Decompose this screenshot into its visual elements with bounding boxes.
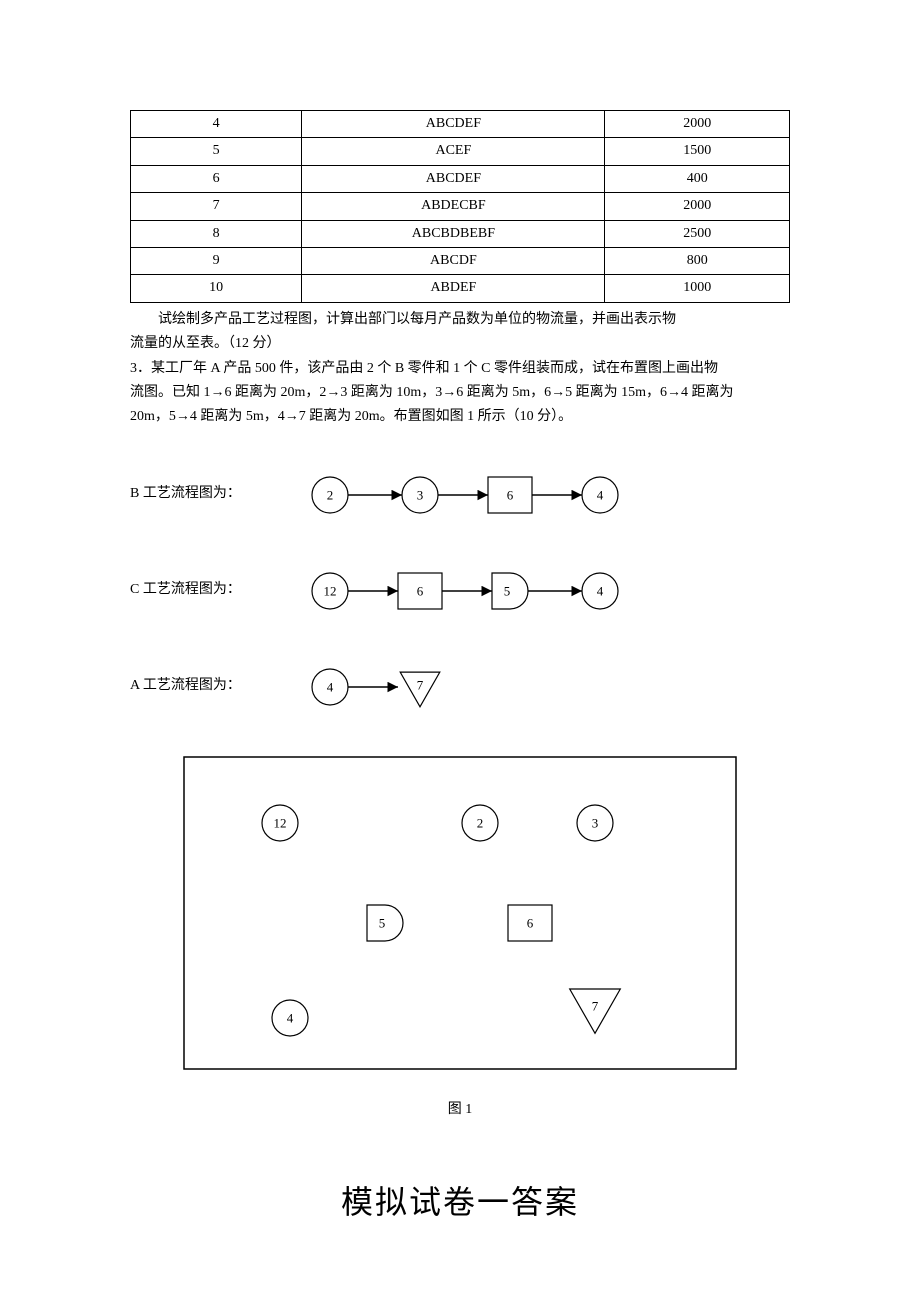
table-cell: ABDEF [302, 275, 605, 302]
table-cell: ABCDEF [302, 165, 605, 192]
table-row: 4ABCDEF2000 [131, 111, 790, 138]
table-cell: 10 [131, 275, 302, 302]
svg-text:4: 4 [597, 583, 604, 598]
table-cell: ABCDEF [302, 111, 605, 138]
svg-text:3: 3 [592, 815, 599, 830]
svg-text:4: 4 [287, 1010, 294, 1025]
table-cell: 800 [605, 247, 790, 274]
svg-text:6: 6 [527, 915, 534, 930]
table-cell: 1000 [605, 275, 790, 302]
para-3: 3．某工厂年 A 产品 500 件，该产品由 2 个 B 零件和 1 个 C 零… [130, 358, 790, 380]
svg-text:3: 3 [417, 487, 424, 502]
flow-c-label: C 工艺流程图为： [130, 579, 270, 601]
svg-text:2: 2 [477, 815, 484, 830]
table-cell: ABDECBF [302, 193, 605, 220]
data-table: 4ABCDEF20005ACEF15006ABCDEF4007ABDECBF20… [130, 110, 790, 303]
table-row: 7ABDECBF2000 [131, 193, 790, 220]
svg-text:4: 4 [327, 679, 334, 694]
svg-text:7: 7 [592, 998, 599, 1013]
table-cell: 9 [131, 247, 302, 274]
table-row: 6ABCDEF400 [131, 165, 790, 192]
flow-b-row: B 工艺流程图为： 2 3 6 4 [130, 465, 790, 525]
svg-text:7: 7 [417, 677, 424, 692]
table-row: 8ABCBDBEBF2500 [131, 220, 790, 247]
svg-text:6: 6 [417, 583, 424, 598]
table-cell: 2000 [605, 111, 790, 138]
table-cell: 6 [131, 165, 302, 192]
table-cell: ABCBDBEBF [302, 220, 605, 247]
table-cell: 8 [131, 220, 302, 247]
table-cell: 2500 [605, 220, 790, 247]
table-row: 9ABCDF800 [131, 247, 790, 274]
flow-c-diagram: 12 6 5 4 [290, 561, 650, 621]
svg-text:12: 12 [274, 815, 287, 830]
layout-figure: 12 2 3 5 6 4 7 [180, 753, 740, 1073]
answer-title: 模拟试卷一答案 [130, 1177, 790, 1228]
layout-figure-wrap: 12 2 3 5 6 4 7 图 1 [130, 753, 790, 1122]
flow-c-row: C 工艺流程图为： 12 6 5 4 [130, 561, 790, 621]
svg-text:12: 12 [324, 583, 337, 598]
table-cell: 5 [131, 138, 302, 165]
flow-b-label: B 工艺流程图为： [130, 483, 270, 505]
flow-a-diagram: 47 [290, 657, 510, 717]
flow-a-label: A 工艺流程图为： [130, 675, 270, 697]
para-4: 流图。已知 1→6 距离为 20m，2→3 距离为 10m，3→6 距离为 5m… [130, 382, 790, 404]
svg-text:4: 4 [597, 487, 604, 502]
table-cell: 4 [131, 111, 302, 138]
figure-caption: 图 1 [130, 1099, 790, 1121]
svg-text:6: 6 [507, 487, 514, 502]
table-row: 5ACEF1500 [131, 138, 790, 165]
para-5: 20m，5→4 距离为 5m，4→7 距离为 20m。布置图如图 1 所示（10… [130, 406, 790, 428]
table-cell: 2000 [605, 193, 790, 220]
flow-b-diagram: 2 3 6 4 [290, 465, 650, 525]
table-cell: 400 [605, 165, 790, 192]
para-2: 流量的从至表。（12 分） [130, 333, 790, 355]
svg-text:5: 5 [379, 915, 386, 930]
para-1: 试绘制多产品工艺过程图，计算出部门以每月产品数为单位的物流量，并画出表示物 [130, 309, 790, 331]
table-cell: 7 [131, 193, 302, 220]
svg-text:2: 2 [327, 487, 334, 502]
table-row: 10ABDEF1000 [131, 275, 790, 302]
table-cell: 1500 [605, 138, 790, 165]
flow-a-row: A 工艺流程图为： 47 [130, 657, 790, 717]
page: 4ABCDEF20005ACEF15006ABCDEF4007ABDECBF20… [0, 0, 920, 1289]
svg-text:5: 5 [504, 583, 511, 598]
table-cell: ACEF [302, 138, 605, 165]
table-cell: ABCDF [302, 247, 605, 274]
